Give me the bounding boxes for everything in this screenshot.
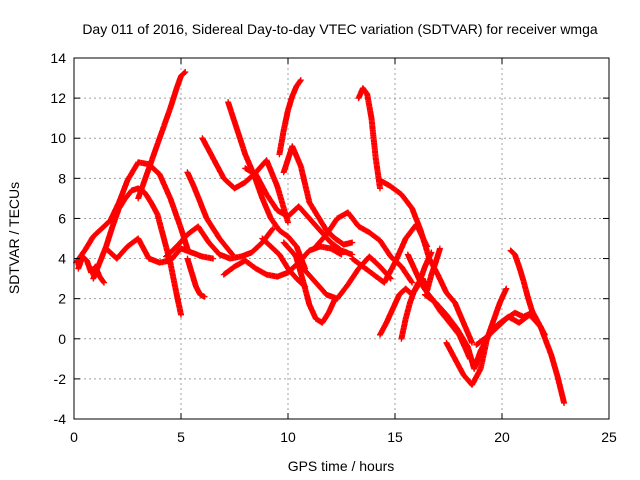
y-tick-label: 8 <box>58 170 66 186</box>
series-arc-8 <box>184 169 236 258</box>
x-tick-label: 20 <box>494 429 510 445</box>
series-arc-17 <box>293 255 339 326</box>
plus-markers <box>103 235 217 266</box>
y-tick-label: -2 <box>54 371 67 387</box>
y-axis-label: SDTVAR / TECUs <box>6 182 22 294</box>
y-tick-label: 10 <box>50 130 66 146</box>
series-arc-18 <box>312 209 416 286</box>
y-tick-label: 14 <box>50 50 66 66</box>
data-points <box>73 69 568 406</box>
plus-markers <box>73 159 191 266</box>
plus-markers <box>398 245 443 342</box>
series-arc-19 <box>355 85 383 192</box>
x-tick-label: 15 <box>387 429 403 445</box>
plus-markers <box>507 247 548 338</box>
series-arc-1 <box>73 159 191 266</box>
x-tick-label: 25 <box>601 429 617 445</box>
plus-markers <box>280 143 356 248</box>
series-arc-4 <box>103 235 217 266</box>
series-arc-24 <box>398 245 443 342</box>
y-tick-label: 0 <box>58 331 66 347</box>
series-arc-5 <box>135 69 189 202</box>
series-arc-27 <box>473 311 568 406</box>
plus-markers <box>280 239 394 302</box>
plus-markers <box>184 169 236 258</box>
x-tick-label: 10 <box>280 429 296 445</box>
y-tick-label: -4 <box>54 411 67 427</box>
y-tick-label: 6 <box>58 210 66 226</box>
x-axis-label: GPS time / hours <box>288 458 395 474</box>
series-arc-14 <box>276 77 304 158</box>
grid-lines <box>74 58 609 419</box>
y-tick-label: 12 <box>50 90 66 106</box>
y-tick-label: 2 <box>58 291 66 307</box>
axis-ticks: 0 5 10 15 20 25 -4 -2 0 2 4 6 8 10 12 14 <box>50 50 617 445</box>
series-arc-15 <box>280 143 356 248</box>
plus-markers <box>422 291 535 372</box>
x-tick-label: 0 <box>70 429 78 445</box>
plus-markers <box>293 255 339 326</box>
series-arc-7 <box>184 255 208 300</box>
plus-markers <box>312 209 416 286</box>
plus-markers <box>473 311 568 406</box>
series-arc-28 <box>507 247 548 338</box>
series-arc-25 <box>422 291 535 372</box>
plus-markers <box>355 85 383 192</box>
plus-markers <box>184 255 208 300</box>
y-tick-label: 4 <box>58 251 66 267</box>
plus-markers <box>276 77 304 158</box>
series-arc-16 <box>280 239 394 302</box>
plus-markers <box>135 69 189 202</box>
series-arc-9 <box>199 135 291 226</box>
x-tick-label: 5 <box>177 429 185 445</box>
plot-frame <box>73 57 610 420</box>
chart-title: Day 011 of 2016, Sidereal Day-to-day VTE… <box>82 21 598 37</box>
plus-markers <box>199 135 291 226</box>
